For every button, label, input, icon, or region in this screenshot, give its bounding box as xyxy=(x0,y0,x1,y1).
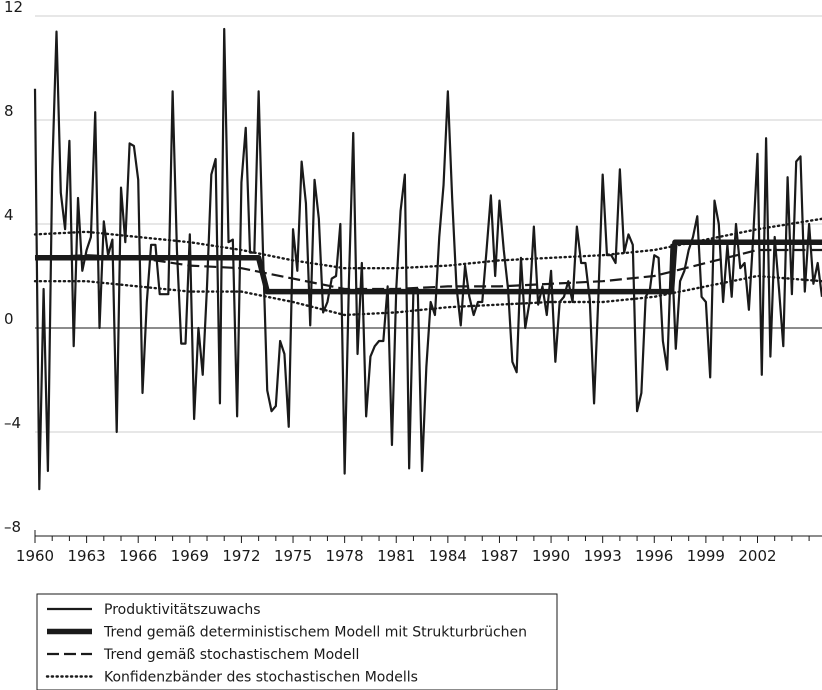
horizontal-gridlines xyxy=(35,15,822,433)
y-tick-label: 8 xyxy=(4,102,14,120)
x-axis xyxy=(34,530,822,543)
legend: Produktivitätszuwachs Trend gemäß determi… xyxy=(36,593,558,690)
x-tick-label: 1966 xyxy=(119,547,157,565)
x-tick-label: 1963 xyxy=(68,547,106,565)
legend-label: Trend gemäß stochastischem Modell xyxy=(103,647,359,663)
series-lines xyxy=(33,27,822,491)
x-tick-label: 2002 xyxy=(738,547,776,565)
y-tick-label: 12 xyxy=(4,0,23,16)
y-tick-label: –4 xyxy=(4,414,21,432)
x-tick-label: 1990 xyxy=(532,547,570,565)
x-tick-label: 1960 xyxy=(16,547,54,565)
x-axis-tick-labels: 1960 1963 1966 1969 1972 1975 1978 1981 1984 1987… xyxy=(16,547,777,565)
series-line-4 xyxy=(33,274,822,317)
x-tick-label: 1972 xyxy=(222,547,260,565)
legend-label: Konfidenzbänder des stochastischen Model… xyxy=(104,670,418,686)
y-tick-label: 4 xyxy=(4,206,14,224)
x-tick-label: 1969 xyxy=(171,547,209,565)
legend-label: Trend gemäß deterministischem Modell mit… xyxy=(103,625,527,641)
x-tick-label: 1981 xyxy=(377,547,415,565)
x-tick-label: 1975 xyxy=(274,547,312,565)
x-tick-label: 1978 xyxy=(326,547,364,565)
legend-box xyxy=(36,593,558,690)
y-tick-label: 0 xyxy=(4,310,14,328)
x-tick-label: 1999 xyxy=(687,547,725,565)
legend-label: Produktivitätszuwachs xyxy=(104,602,261,618)
x-tick-label: 1993 xyxy=(584,547,622,565)
series-line-1 xyxy=(35,239,822,295)
series-line-2 xyxy=(34,248,822,291)
x-tick-label: 1987 xyxy=(480,547,518,565)
x-tick-label: 1984 xyxy=(429,547,467,565)
y-axis-tick-labels: –8 –4 0 4 8 12 xyxy=(4,0,23,536)
y-tick-label: –8 xyxy=(4,518,21,536)
x-tick-label: 1996 xyxy=(635,547,673,565)
